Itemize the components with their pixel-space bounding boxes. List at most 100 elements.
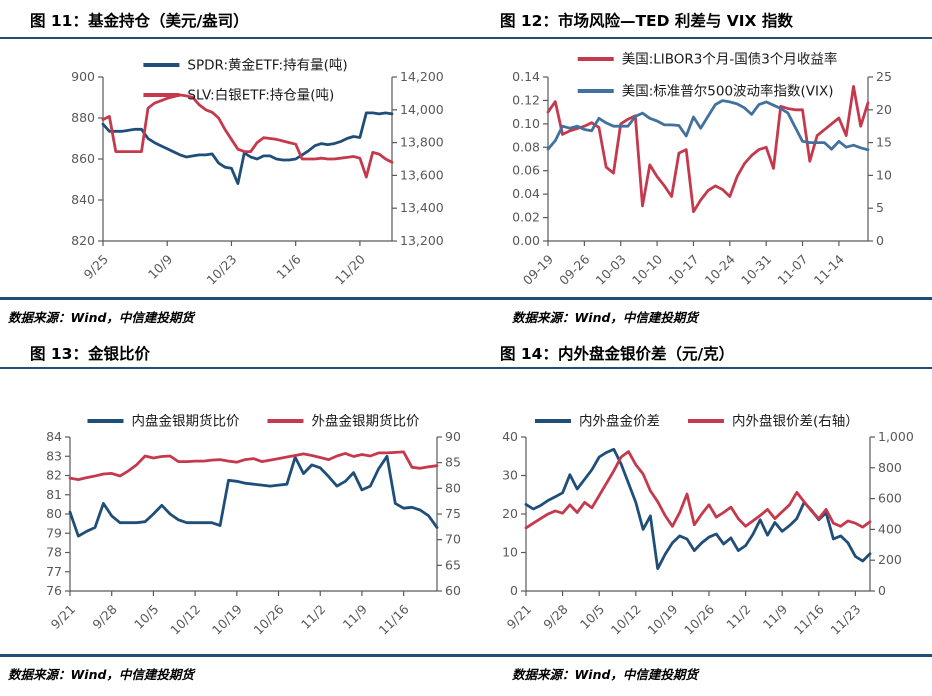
- svg-text:840: 840: [71, 192, 95, 207]
- svg-text:200: 200: [878, 552, 902, 567]
- svg-text:820: 820: [71, 233, 95, 248]
- charts-row-1: 900 880 860 840 820 14,200 14,000 13,800 13,600 1…: [0, 39, 932, 297]
- section-divider-2: [0, 654, 932, 657]
- svg-text:10/26: 10/26: [681, 601, 717, 637]
- svg-text:70: 70: [445, 532, 461, 547]
- svg-text:10/12: 10/12: [608, 602, 644, 638]
- svg-text:9/21: 9/21: [504, 602, 534, 632]
- svg-text:60: 60: [445, 583, 461, 598]
- source-row-2: 数据来源：Wind，中信建投期货 数据来源：Wind，中信建投期货: [0, 657, 932, 691]
- svg-text:77: 77: [46, 564, 62, 579]
- svg-text:90: 90: [445, 429, 461, 444]
- svg-text:13,800: 13,800: [400, 135, 444, 150]
- svg-text:82: 82: [46, 468, 62, 483]
- svg-text:9/28: 9/28: [540, 601, 570, 631]
- svg-text:10/23: 10/23: [203, 252, 239, 288]
- svg-text:9/21: 9/21: [48, 602, 78, 632]
- svg-text:10/19: 10/19: [209, 601, 245, 637]
- svg-text:10: 10: [502, 545, 518, 560]
- svg-text:20: 20: [876, 102, 892, 117]
- svg-text:11/23: 11/23: [827, 602, 863, 638]
- svg-text:10-17: 10-17: [665, 252, 701, 288]
- svg-text:09-19: 09-19: [520, 251, 556, 287]
- chart-canvas: 84 83 82 81 80 79 78 77 76 90 85 80 75 70 65 60 9/21 9/28…: [46, 413, 461, 638]
- svg-text:80: 80: [445, 480, 461, 495]
- svg-text:25: 25: [876, 69, 892, 84]
- svg-text:11/16: 11/16: [791, 601, 827, 637]
- figure-14-title: 图 14：内外盘金银价差（元/克）: [500, 345, 735, 363]
- price-spread-chart: 40 30 20 10 0 1,000 800 600 400 200 0 9/21 9/28 10/5 1…: [466, 369, 932, 654]
- section-divider-1: [0, 297, 932, 300]
- svg-text:84: 84: [46, 429, 62, 444]
- svg-text:10/9: 10/9: [145, 251, 175, 281]
- fund-holdings-chart: 900 880 860 840 820 14,200 14,000 13,800 13,600 1…: [0, 39, 466, 297]
- svg-text:10: 10: [876, 167, 892, 182]
- svg-text:10/19: 10/19: [644, 601, 680, 637]
- svg-text:11-14: 11-14: [811, 251, 847, 287]
- svg-text:0.12: 0.12: [512, 92, 540, 107]
- svg-text:11/2: 11/2: [298, 602, 328, 632]
- svg-text:0.00: 0.00: [512, 233, 540, 248]
- figure-12-title: 图 12：市场风险—TED 利差与 VIX 指数: [500, 12, 793, 30]
- svg-text:0.10: 0.10: [512, 116, 540, 131]
- svg-text:10/12: 10/12: [167, 602, 203, 638]
- svg-text:80: 80: [46, 506, 62, 521]
- svg-text:5: 5: [876, 200, 884, 215]
- svg-text:11/6: 11/6: [273, 251, 303, 281]
- svg-text:600: 600: [878, 491, 902, 506]
- svg-text:13,600: 13,600: [400, 167, 444, 182]
- svg-text:外盘金银期货比价: 外盘金银期货比价: [312, 413, 420, 430]
- svg-text:0: 0: [510, 583, 518, 598]
- svg-text:860: 860: [71, 151, 95, 166]
- figure-14-source: 数据来源：Wind，中信建投期货: [512, 667, 698, 682]
- svg-text:10-10: 10-10: [629, 251, 665, 287]
- svg-text:10-03: 10-03: [593, 252, 629, 288]
- svg-text:800: 800: [878, 460, 902, 475]
- figure-13-title: 图 13：金银比价: [30, 345, 150, 363]
- svg-text:内盘金银期货比价: 内盘金银期货比价: [132, 413, 240, 430]
- svg-text:0.08: 0.08: [512, 139, 540, 154]
- svg-text:0: 0: [878, 583, 886, 598]
- svg-text:11/20: 11/20: [332, 251, 368, 287]
- svg-text:13,200: 13,200: [400, 233, 444, 248]
- svg-text:0.02: 0.02: [512, 210, 540, 225]
- svg-text:0.04: 0.04: [512, 186, 540, 201]
- svg-text:09-26: 09-26: [556, 251, 592, 287]
- svg-text:SPDR:黄金ETF:持有量(吨): SPDR:黄金ETF:持有量(吨): [187, 58, 347, 74]
- source-row-1: 数据来源：Wind，中信建投期货 数据来源：Wind，中信建投期货: [0, 300, 932, 331]
- gold-silver-ratio-chart: 84 83 82 81 80 79 78 77 76 90 85 80 75 70 65 60 9/21 9/28…: [0, 369, 466, 654]
- figure-13-source: 数据来源：Wind，中信建投期货: [8, 667, 194, 682]
- svg-text:15: 15: [876, 135, 892, 150]
- svg-text:1,000: 1,000: [878, 429, 914, 444]
- svg-text:81: 81: [46, 487, 62, 502]
- svg-text:11/2: 11/2: [723, 602, 753, 632]
- svg-text:0: 0: [876, 233, 884, 248]
- svg-text:11-07: 11-07: [774, 252, 810, 288]
- figure-11-title: 图 11：基金持仓（美元/盎司）: [30, 12, 249, 30]
- svg-text:20: 20: [502, 506, 518, 521]
- figure-title-row-2: 图 13：金银比价 图 14：内外盘金银价差（元/克）: [0, 331, 932, 367]
- svg-text:0.06: 0.06: [512, 163, 540, 178]
- svg-text:9/25: 9/25: [81, 252, 111, 282]
- svg-text:13,400: 13,400: [400, 200, 444, 215]
- figure-12-source: 数据来源：Wind，中信建投期货: [512, 310, 698, 325]
- svg-text:10-24: 10-24: [702, 251, 738, 287]
- svg-text:40: 40: [502, 429, 518, 444]
- svg-text:10/26: 10/26: [251, 601, 287, 637]
- svg-text:75: 75: [445, 506, 461, 521]
- svg-text:65: 65: [445, 557, 461, 572]
- svg-text:14,000: 14,000: [400, 102, 444, 117]
- svg-text:83: 83: [46, 448, 62, 463]
- svg-text:85: 85: [445, 455, 461, 470]
- svg-text:10-31: 10-31: [738, 252, 774, 288]
- svg-text:79: 79: [46, 525, 62, 540]
- chart-canvas: 900 880 860 840 820 14,200 14,000 13,800 13,600 1…: [71, 58, 444, 288]
- title-underline-2: [0, 367, 932, 369]
- svg-text:内外盘金价差: 内外盘金价差: [579, 413, 660, 430]
- figure-11-source: 数据来源：Wind，中信建投期货: [8, 310, 194, 325]
- svg-text:11/9: 11/9: [340, 601, 370, 631]
- svg-text:内外盘银价差(右轴）: 内外盘银价差(右轴）: [732, 413, 859, 430]
- svg-text:76: 76: [46, 583, 62, 598]
